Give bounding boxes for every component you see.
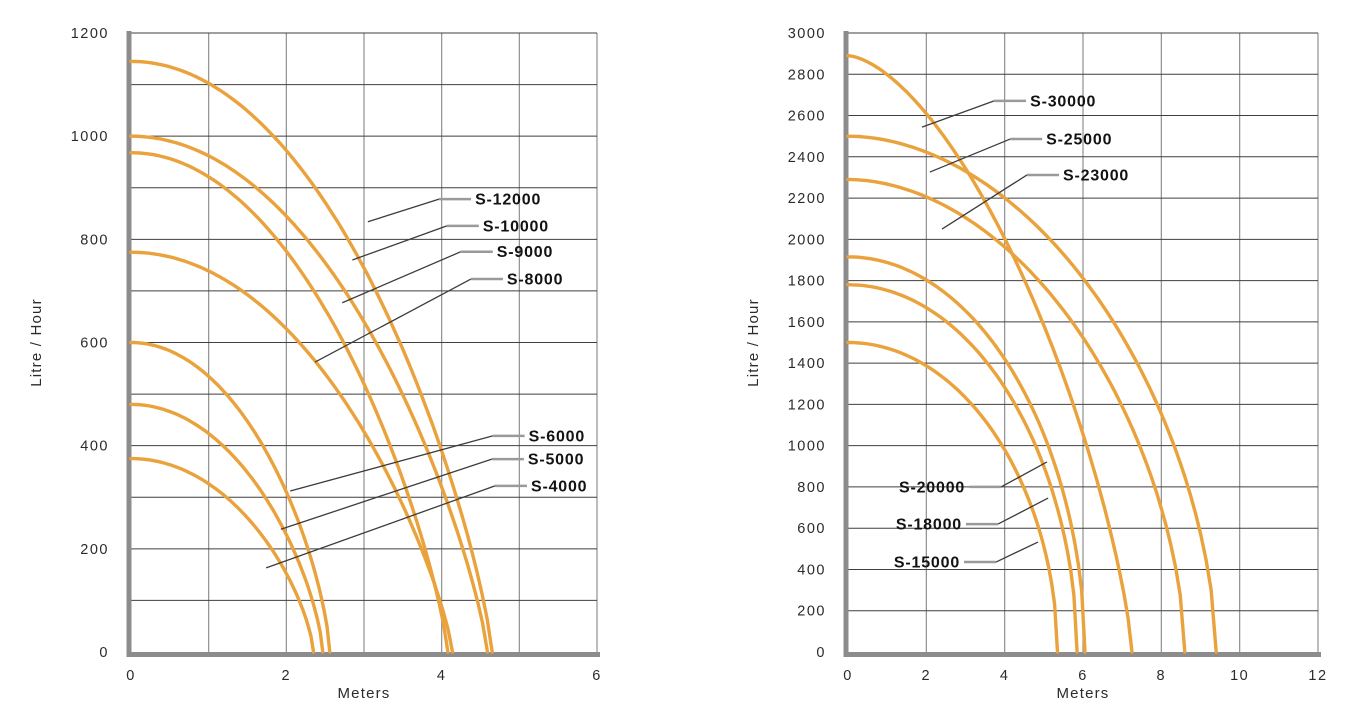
- y-axis-title: Litre / Hour: [28, 298, 45, 387]
- series-label-s-9000: S-9000: [497, 244, 553, 261]
- leader-line-s-9000: [341, 251, 462, 304]
- series-label-s-4000: S-4000: [531, 478, 587, 495]
- leader-line-s-8000: [314, 278, 472, 363]
- series-label-s-5000: S-5000: [528, 452, 584, 469]
- x-tick-label: 0: [126, 668, 136, 684]
- curve-s-6000: [129, 340, 332, 654]
- series-label-s-12000: S-12000: [475, 192, 541, 209]
- y-tick-label: 1000: [71, 129, 109, 145]
- leader-line-s-6000: [290, 435, 493, 492]
- y-tick-label: 0: [99, 645, 109, 661]
- y-tick-label: 600: [80, 336, 109, 352]
- y-tick-label: 800: [80, 232, 109, 248]
- y-tick-label: 200: [80, 542, 109, 558]
- x-tick-label: 4: [437, 668, 447, 684]
- series-label-s-10000: S-10000: [483, 218, 549, 235]
- x-axis-title: Meters: [337, 685, 390, 702]
- curve-s-5000: [129, 402, 325, 654]
- curve-s-8000: [129, 250, 455, 654]
- y-tick-label: 400: [80, 439, 109, 455]
- y-tick-label: 1200: [71, 26, 109, 42]
- curve-s-4000: [129, 456, 316, 654]
- leader-line-s-5000: [280, 458, 493, 530]
- curve-s-12000: [129, 59, 494, 654]
- series-label-s-6000: S-6000: [529, 428, 585, 445]
- leader-line-s-12000: [367, 198, 440, 223]
- curve-s-9000: [129, 151, 450, 654]
- series-label-s-8000: S-8000: [507, 272, 563, 289]
- x-tick-label: 2: [282, 668, 292, 684]
- x-tick-label: 6: [592, 668, 602, 684]
- leader-line-s-4000: [265, 485, 496, 569]
- curve-s-10000: [129, 134, 490, 654]
- leader-line-s-10000: [352, 225, 448, 261]
